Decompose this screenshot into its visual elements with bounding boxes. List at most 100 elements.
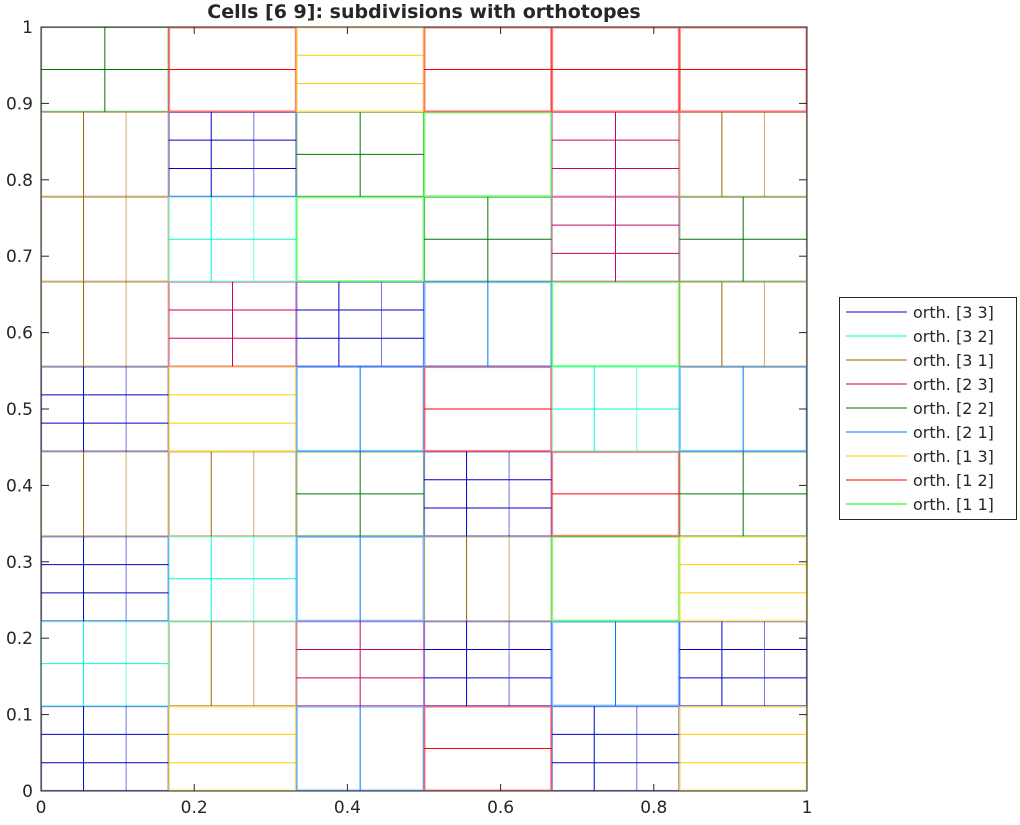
- cell-border: [40, 281, 169, 367]
- cell-border: [423, 366, 553, 452]
- x-tick-label: 1: [802, 798, 813, 818]
- x-tick-label: 0.2: [181, 798, 208, 818]
- cell-orthotope-2x1: [295, 535, 425, 622]
- legend-entry: orth. [3 1]: [846, 351, 994, 370]
- cell-orthotope-2x1: [423, 281, 553, 368]
- cell-orthotope-1x1: [551, 535, 680, 622]
- cell-orthotope-1x3: [295, 26, 425, 113]
- cell-border: [551, 196, 680, 282]
- cell-border: [679, 621, 808, 707]
- cell-orthotope-3x3: [296, 281, 425, 367]
- x-tick-label: 0: [36, 798, 47, 818]
- cell-orthotope-3x1: [679, 111, 808, 197]
- cell-orthotope-1x1: [295, 196, 425, 283]
- cell-border: [423, 451, 552, 537]
- cell-orthotope-1x2: [423, 366, 553, 452]
- legend-entry: orth. [2 2]: [846, 399, 994, 418]
- cell-orthotope-3x3: [168, 111, 297, 197]
- cell-border: [168, 111, 297, 197]
- cell-orthotope-2x2: [679, 196, 808, 282]
- cell-orthotope-2x2: [296, 111, 425, 197]
- cell-orthotope-2x3: [551, 111, 680, 197]
- cell-orthotope-1x2: [551, 26, 680, 113]
- cell-border: [295, 366, 425, 452]
- cell-orthotope-3x1: [679, 281, 808, 367]
- cell-border: [40, 111, 169, 197]
- y-tick-label: 0.4: [6, 476, 33, 496]
- cell-border: [168, 451, 297, 537]
- axes: 0 0.2 0.4 0.6 0.8 1 0 0.1 0.2 0.3 0.4 0.5 0.6 0.7 0.8 0…: [6, 18, 812, 818]
- cell-orthotope-2x3: [168, 281, 297, 367]
- cell-border: [296, 451, 425, 537]
- legend-label: orth. [3 3]: [913, 303, 994, 322]
- cell-border: [551, 535, 680, 622]
- cell-border: [551, 450, 680, 537]
- cell-orthotope-2x1: [678, 366, 808, 452]
- y-tick-label: 0.8: [6, 171, 33, 191]
- legend-entry: orth. [1 3]: [846, 447, 994, 466]
- cell-orthotope-3x3: [423, 451, 552, 537]
- cell-orthotope-1x2: [423, 26, 553, 113]
- cell-orthotope-1x3: [678, 705, 808, 792]
- cell-orthotope-2x1: [295, 366, 425, 452]
- cell-orthotope-3x3: [423, 621, 552, 707]
- cell-orthotope-3x2: [551, 366, 680, 452]
- cell-border: [678, 535, 808, 622]
- cell-orthotope-1x1: [423, 111, 553, 198]
- y-tick-label: 0.1: [6, 706, 33, 726]
- y-tick-label: 0.6: [6, 324, 33, 344]
- cell-orthotope-1x3: [168, 366, 297, 452]
- cell-border: [168, 621, 297, 707]
- cell-orthotope-3x2: [168, 196, 297, 282]
- cell-orthotope-3x2: [168, 536, 297, 622]
- legend-label: orth. [2 3]: [913, 375, 994, 394]
- cell-orthotope-2x2: [423, 196, 552, 282]
- cell-orthotope-3x1: [40, 111, 169, 197]
- cell-orthotope-1x2: [168, 26, 297, 113]
- cell-orthotope-3x3: [679, 621, 808, 707]
- legend-label: orth. [2 2]: [913, 399, 994, 418]
- cell-orthotope-3x3: [551, 706, 680, 792]
- y-tick-label: 0.2: [6, 629, 33, 649]
- cell-orthotope-1x2: [551, 450, 680, 537]
- legend-entry: orth. [1 1]: [846, 495, 994, 514]
- cell-border: [168, 196, 297, 282]
- cell-border: [423, 621, 552, 707]
- cell-orthotope-3x1: [40, 451, 169, 537]
- cell-orthotope-1x1: [551, 281, 680, 368]
- cell-orthotope-2x2: [40, 26, 169, 112]
- legend-label: orth. [2 1]: [913, 423, 994, 442]
- cell-border: [295, 535, 425, 622]
- x-tick-label: 0.8: [640, 798, 667, 818]
- legend-label: orth. [3 1]: [913, 351, 994, 370]
- legend-label: orth. [3 2]: [913, 327, 994, 346]
- y-tick-label: 0.9: [6, 94, 33, 114]
- y-tick-label: 0: [22, 782, 33, 802]
- cell-border: [40, 706, 169, 792]
- cell-border: [168, 281, 297, 367]
- cell-orthotope-2x3: [551, 196, 680, 282]
- cell-border: [678, 705, 808, 792]
- cell-border: [296, 281, 425, 367]
- cell-border: [40, 536, 169, 622]
- cell-border: [679, 281, 808, 367]
- x-tick-label: 0.4: [334, 798, 361, 818]
- legend-entry: orth. [2 3]: [846, 375, 994, 394]
- chart-title: Cells [6 9]: subdivisions with orthotope…: [207, 1, 641, 23]
- cell-orthotope-2x3: [296, 621, 425, 707]
- cell-border: [295, 26, 425, 113]
- y-tick-label: 0.5: [6, 400, 33, 420]
- y-tick-label: 0.7: [6, 247, 33, 267]
- cell-border: [40, 451, 169, 537]
- cell-orthotope-1x2: [423, 705, 553, 792]
- y-tick-label: 0.3: [6, 553, 33, 573]
- legend-entry: orth. [1 2]: [846, 471, 994, 490]
- cell-border: [296, 621, 425, 707]
- legend-entry: orth. [3 2]: [846, 327, 994, 346]
- cell-border: [295, 196, 425, 283]
- cell-border: [168, 366, 297, 452]
- legend-label: orth. [1 3]: [913, 447, 994, 466]
- cell-border: [551, 620, 680, 707]
- cell-orthotope-2x2: [296, 451, 425, 537]
